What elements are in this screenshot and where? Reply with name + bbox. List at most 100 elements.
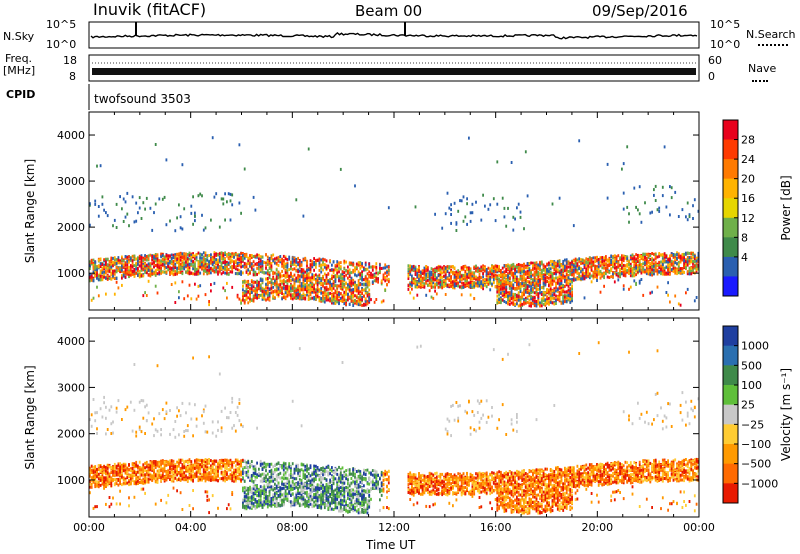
echo-pixel [323, 291, 326, 295]
echo-pixel [519, 267, 522, 271]
echo-pixel [199, 260, 202, 263]
echo-pixel [427, 266, 429, 270]
echo-pixel [135, 261, 138, 265]
echo-pixel [553, 288, 556, 292]
echo-pixel [201, 253, 203, 257]
echo-pixel [555, 294, 557, 298]
echo-pixel [208, 271, 210, 275]
echo-pixel [444, 273, 447, 277]
echo-pixel [350, 291, 353, 295]
echo-pixel [291, 275, 294, 279]
echo-pixel [583, 296, 586, 300]
echo-pixel [341, 295, 344, 299]
echo-pixel [501, 266, 504, 270]
echo-pixel [443, 266, 445, 270]
echo-pixel [112, 274, 114, 278]
echo-pixel [288, 257, 291, 261]
echo-pixel [250, 268, 253, 271]
echo-pixel [361, 278, 363, 282]
echo-pixel [240, 251, 242, 255]
echo-pixel [571, 299, 573, 303]
echo-pixel [578, 257, 581, 261]
echo-pixel [556, 260, 559, 264]
echo-pixel [347, 298, 349, 302]
echo-pixel [565, 278, 568, 281]
echo-pixel [158, 259, 161, 263]
echo-pixel [379, 263, 381, 267]
echo-pixel [535, 300, 538, 303]
echo-pixel [524, 150, 527, 154]
echo-pixel [453, 275, 456, 279]
echo-pixel [300, 267, 303, 271]
echo-pixel [628, 287, 630, 291]
echo-pixel [421, 272, 424, 275]
echo-pixel [469, 269, 472, 273]
echo-pixel [555, 267, 557, 271]
echo-pixel [425, 281, 428, 285]
echo-pixel [345, 288, 347, 292]
echo-pixel [194, 214, 196, 218]
echo-pixel [571, 293, 573, 297]
echo-pixel [489, 280, 492, 284]
echo-pixel [621, 261, 623, 265]
echo-pixel [222, 270, 225, 274]
echo-pixel [242, 271, 244, 275]
echo-pixel [154, 143, 157, 146]
echo-pixel [331, 282, 333, 286]
echo-pixel [548, 276, 550, 280]
echo-pixel [380, 300, 383, 304]
echo-pixel [439, 281, 442, 284]
echo-pixel [142, 294, 145, 298]
echo-pixel [236, 253, 239, 257]
echo-pixel [211, 136, 214, 140]
echo-pixel [606, 269, 609, 273]
echo-pixel [290, 265, 292, 269]
echo-pixel [275, 274, 278, 278]
echo-pixel [508, 264, 511, 268]
echo-pixel [149, 264, 152, 268]
echo-pixel [492, 272, 495, 276]
echo-pixel [154, 273, 157, 277]
echo-pixel [375, 298, 378, 301]
echo-pixel [183, 207, 186, 211]
echo-pixel [194, 264, 196, 268]
echo-pixel [97, 214, 100, 218]
echo-pixel [542, 284, 545, 288]
echo-pixel [208, 300, 210, 303]
echo-pixel [345, 302, 347, 306]
echo-pixel [315, 290, 317, 294]
echo-pixel [578, 272, 581, 276]
echo-pixel [259, 265, 262, 269]
echo-pixel [243, 294, 246, 297]
echo-pixel [466, 268, 468, 272]
echo-pixel [165, 266, 168, 270]
echo-pixel [199, 265, 202, 269]
echo-pixel [279, 279, 282, 283]
echo-pixel [581, 276, 584, 280]
echo-pixel [450, 279, 452, 283]
echo-pixel [249, 271, 251, 275]
echo-pixel [530, 297, 532, 301]
echo-pixel [302, 292, 305, 296]
echo-pixel [517, 294, 520, 298]
echo-pixel [345, 273, 347, 277]
echo-pixel [199, 256, 202, 260]
echo-pixel [622, 284, 625, 288]
echo-pixel [361, 298, 363, 302]
echo-pixel [156, 291, 159, 295]
echo-pixel [556, 281, 559, 285]
echo-pixel [530, 301, 532, 305]
echo-pixel [341, 270, 344, 274]
echo-pixel [523, 284, 525, 288]
echo-pixel [437, 285, 440, 289]
echo-pixel [185, 252, 187, 256]
echo-pixel [443, 282, 445, 286]
echo-pixel [503, 270, 506, 274]
echo-pixel [590, 280, 593, 284]
echo-pixel [418, 273, 420, 277]
echo-pixel [366, 277, 369, 281]
echo-pixel [592, 274, 595, 278]
echo-pixel [195, 258, 198, 262]
echo-pixel [370, 265, 372, 269]
echo-pixel [638, 254, 641, 258]
